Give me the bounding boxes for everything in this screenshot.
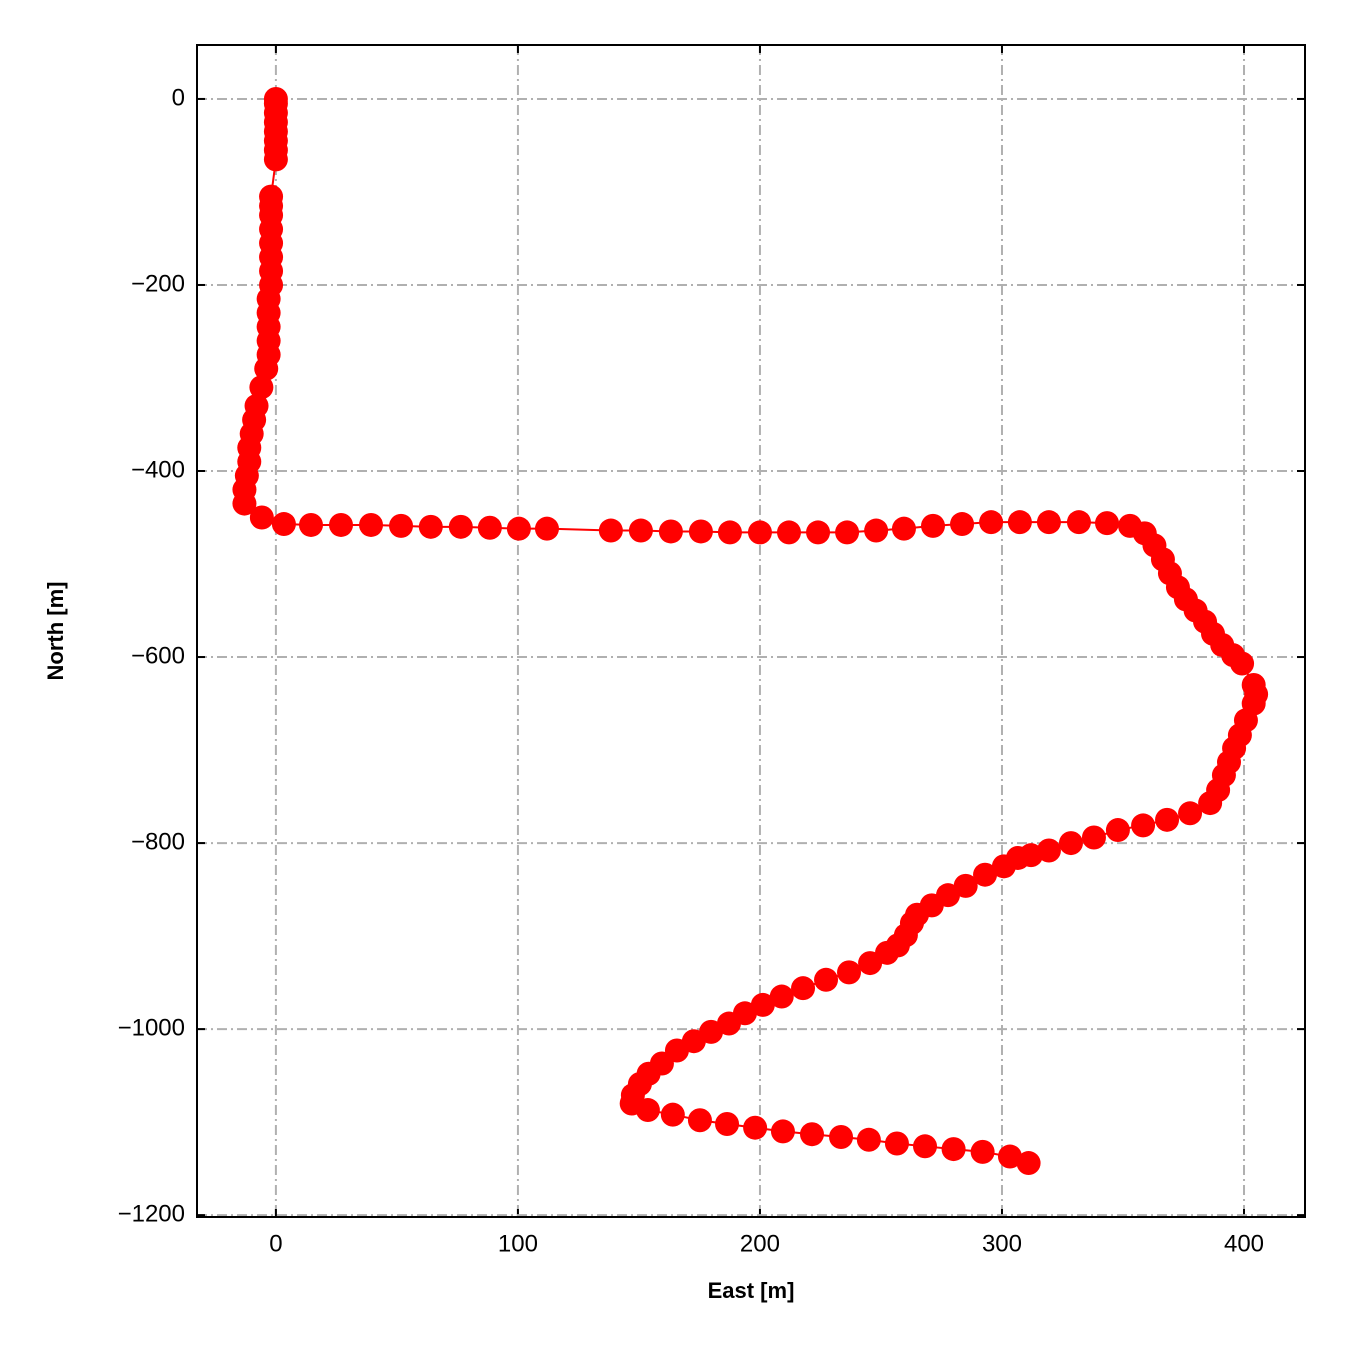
track-point (858, 951, 883, 976)
track-point (687, 1108, 712, 1133)
track-point (1095, 511, 1120, 536)
y-tick-label: −600 (131, 642, 185, 669)
track-point (359, 512, 384, 537)
track-point (298, 512, 323, 537)
y-tick-label: −400 (131, 456, 185, 483)
track-point (271, 512, 296, 537)
track-point (1036, 510, 1061, 535)
track-point (1131, 813, 1156, 838)
x-tick-label: 300 (982, 1230, 1022, 1257)
track-point (506, 516, 531, 541)
track-point (891, 516, 916, 541)
track-point (1105, 818, 1130, 843)
x-tick-label: 100 (498, 1230, 538, 1257)
track-point (913, 1134, 938, 1159)
track-point (389, 513, 414, 538)
y-tick-label: 0 (172, 84, 185, 111)
track-point (791, 976, 816, 1001)
track-point (688, 519, 713, 544)
track-point (448, 514, 473, 539)
x-tick-label: 0 (269, 1230, 282, 1257)
track-point (747, 520, 772, 545)
track-point (254, 356, 279, 381)
track-point (418, 514, 443, 539)
track-point (232, 491, 257, 516)
track-point (249, 375, 274, 400)
track-point (743, 1115, 768, 1140)
track-point (329, 512, 354, 537)
track-point (716, 1011, 741, 1036)
y-tick-label: −1000 (118, 1014, 185, 1041)
track-point (717, 520, 742, 545)
track-point (837, 960, 862, 985)
track-point (1007, 510, 1032, 535)
track-point (263, 147, 288, 172)
track-point (941, 1137, 966, 1162)
track-point (991, 854, 1016, 879)
track-point (856, 1127, 881, 1152)
track-point (635, 1098, 660, 1123)
track-point (658, 519, 683, 544)
track-point (1058, 831, 1083, 856)
track-point (249, 505, 274, 530)
track-point (660, 1102, 685, 1127)
track-point (776, 520, 801, 545)
track-point (477, 515, 502, 540)
track-point (750, 992, 775, 1017)
track-point (921, 513, 946, 538)
x-tick-label: 200 (740, 1230, 780, 1257)
y-tick-label: −200 (131, 270, 185, 297)
track-point (1081, 825, 1106, 850)
track-point (814, 967, 839, 992)
x-axis-label: East [m] (708, 1278, 795, 1303)
track-point (970, 1139, 995, 1164)
track-point (884, 1131, 909, 1156)
track-point (835, 520, 860, 545)
y-axis-label: North [m] (43, 582, 68, 681)
y-tick-label: −1200 (118, 1200, 185, 1227)
track-point (829, 1125, 854, 1150)
track-point (864, 518, 889, 543)
track-point (799, 1122, 824, 1147)
track-point (953, 873, 978, 898)
track-point (1230, 651, 1255, 676)
track-point (950, 512, 975, 537)
track-point (770, 1119, 795, 1144)
track-point (598, 518, 623, 543)
track-point (1016, 1151, 1041, 1176)
track-point (1066, 510, 1091, 535)
track-point (997, 1144, 1022, 1169)
y-tick-label: −800 (131, 828, 185, 855)
x-tick-label: 400 (1224, 1230, 1264, 1257)
track-point (1198, 791, 1223, 816)
plot-frame (196, 44, 1306, 1218)
track-point (769, 984, 794, 1009)
track-point (1178, 801, 1203, 826)
track-point (534, 516, 559, 541)
track-point (806, 520, 831, 545)
track-point (979, 510, 1004, 535)
track-point (1155, 807, 1180, 832)
track-point (715, 1111, 740, 1136)
track-point (973, 862, 998, 887)
track-point (628, 518, 653, 543)
